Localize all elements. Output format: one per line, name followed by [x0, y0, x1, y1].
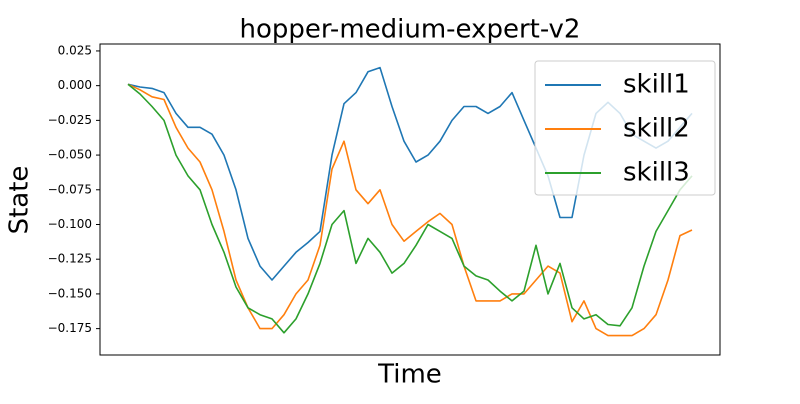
line-series: [127, 83, 693, 334]
x-axis-label: Time: [377, 360, 442, 390]
y-tick-label: −0.025: [48, 113, 92, 127]
legend-box: [534, 60, 716, 196]
y-tick-label: −0.075: [48, 182, 92, 196]
y-tick-label: −0.125: [48, 252, 92, 266]
legend-label: skill1: [623, 70, 690, 100]
y-tick-label: −0.100: [48, 217, 92, 231]
y-tick-label: −0.175: [48, 321, 92, 335]
plot-frame: [99, 43, 721, 356]
y-tick-label: −0.150: [48, 286, 92, 300]
y-axis-label: State: [5, 166, 35, 235]
chart-title: hopper-medium-expert-v2: [240, 15, 581, 45]
y-tick-label: 0.025: [58, 43, 92, 57]
y-tick-label: 0.000: [58, 78, 92, 92]
legend-label: skill2: [623, 114, 690, 144]
line-series: [127, 83, 693, 337]
legend-label: skill3: [623, 158, 690, 188]
y-tick-label: −0.050: [48, 148, 92, 162]
